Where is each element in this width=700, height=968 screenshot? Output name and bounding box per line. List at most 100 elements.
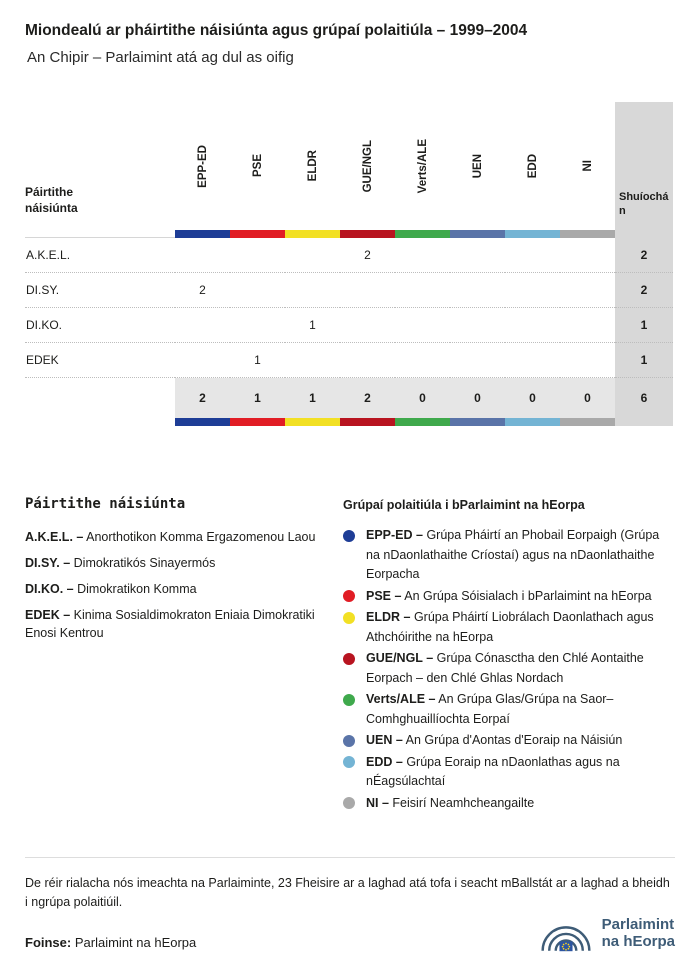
value-cell (285, 343, 340, 378)
value-cell (560, 273, 615, 308)
page-title: Miondealú ar pháirtithe náisiúnta agus g… (25, 22, 528, 39)
legend-group-item: UEN – An Grúpa d'Aontas d'Eoraip na Náis… (343, 731, 673, 751)
value-cell (285, 273, 340, 308)
grand-total-cell: 6 (615, 378, 673, 418)
value-cell (395, 308, 450, 343)
header-bar-spacer (25, 230, 175, 238)
value-cell (450, 308, 505, 343)
legend-group-item: EDD – Grúpa Eoraip na nDaonlathas agus n… (343, 753, 673, 792)
value-cell (230, 238, 285, 273)
political-groups-legend-title: Grúpaí polaitiúla i bParlaimint na hEorp… (343, 498, 585, 512)
legend-group-item: GUE/NGL – Grúpa Cónasctha den Chlé Aonta… (343, 649, 673, 688)
col-header-seats: Shuíochán (615, 102, 673, 230)
group-color-dot (343, 652, 355, 665)
group-color-dot (343, 734, 355, 747)
value-cell (395, 273, 450, 308)
political-groups-legend: Grúpaí polaitiúla i bParlaimint na hEorp… (343, 496, 673, 815)
col-header-verts-ale: Verts/ALE (416, 138, 429, 194)
value-cell: 2 (340, 238, 395, 273)
legend-group-item: EPP-ED – Grúpa Pháirtí an Phobail Eorpai… (343, 526, 673, 585)
group-color-bar (175, 230, 230, 238)
group-color-bar (450, 418, 505, 426)
col-header-uen: UEN (471, 153, 484, 179)
group-color-dot (343, 590, 355, 602)
group-color-bar (230, 418, 285, 426)
party-name: EDEK (25, 343, 175, 378)
footer-bar-spacer (25, 418, 175, 426)
legend-party-item: A.K.E.L. – Anorthotikon Komma Ergazomeno… (25, 530, 316, 544)
totals-row-spacer (25, 378, 175, 418)
value-cell (395, 343, 450, 378)
value-cell (340, 343, 395, 378)
legend-group-item: PSE – An Grúpa Sóisialach i bParlaimint … (343, 587, 673, 607)
total-cell: 1 (230, 378, 285, 418)
value-cell (505, 308, 560, 343)
group-color-bar (395, 230, 450, 238)
value-cell (505, 238, 560, 273)
col-header-eldr: ELDR (306, 150, 319, 182)
group-color-dot (343, 797, 355, 809)
total-cell: 2 (340, 378, 395, 418)
value-cell: 1 (230, 343, 285, 378)
group-color-bar (450, 230, 505, 238)
seats-column-bar-cell (615, 418, 673, 426)
seats-total-cell: 1 (615, 343, 673, 378)
value-cell (230, 273, 285, 308)
source-value: Parlaimint na hEorpa (74, 935, 197, 950)
group-color-dot (343, 756, 355, 768)
footer: Foinse: Parlaimint na hEorpa (25, 912, 675, 954)
value-cell (175, 308, 230, 343)
value-cell (560, 238, 615, 273)
total-cell: 0 (395, 378, 450, 418)
seats-total-cell: 2 (615, 273, 673, 308)
ep-logo: Parlaimint na hEorpa (538, 912, 675, 954)
value-cell (230, 308, 285, 343)
national-parties-legend: Páirtithe náisiúnta A.K.E.L. – Anorthoti… (25, 496, 343, 815)
party-name: A.K.E.L. (25, 238, 175, 273)
group-color-bar (285, 230, 340, 238)
value-cell (395, 238, 450, 273)
legend-group-item: NI – Feisirí Neamhcheangailte (343, 794, 673, 814)
value-cell (450, 343, 505, 378)
footnote-text: De réir rialacha nós imeachta na Parlaim… (25, 876, 670, 909)
row-header-label: Páirtithe náisiúnta (25, 185, 78, 215)
total-cell: 0 (450, 378, 505, 418)
total-cell: 1 (285, 378, 340, 418)
page-subtitle: An Chipir – Parlaimint atá ag dul as oif… (27, 49, 294, 66)
group-color-dot (343, 693, 355, 706)
results-table: Páirtithe náisiúnta EPP-ED PSE ELDR GUE/… (25, 102, 673, 426)
party-name: DI.SY. (25, 273, 175, 308)
divider (25, 857, 675, 858)
value-cell (560, 308, 615, 343)
ep-logo-wordmark: Parlaimint na hEorpa (601, 916, 675, 950)
total-cell: 0 (560, 378, 615, 418)
col-header-gue-ngl: GUE/NGL (361, 139, 374, 193)
group-color-bar (560, 418, 615, 426)
total-cell: 0 (505, 378, 560, 418)
value-cell: 1 (285, 308, 340, 343)
value-cell (505, 343, 560, 378)
group-color-bar (285, 418, 340, 426)
group-color-bar (505, 418, 560, 426)
value-cell (175, 343, 230, 378)
value-cell (505, 273, 560, 308)
value-cell (450, 238, 505, 273)
value-cell (340, 308, 395, 343)
source-line: Foinse: Parlaimint na hEorpa (25, 935, 196, 950)
national-parties-legend-title: Páirtithe náisiúnta (25, 496, 186, 512)
legend-party-item: DI.SY. – Dimokratikós Sinayermós (25, 556, 216, 570)
value-cell (450, 273, 505, 308)
group-color-bar (505, 230, 560, 238)
group-color-bar (395, 418, 450, 426)
group-color-bar (175, 418, 230, 426)
group-color-bar (340, 418, 395, 426)
value-cell: 2 (175, 273, 230, 308)
col-header-edd: EDD (526, 153, 539, 179)
group-color-dot (343, 611, 355, 624)
legend-group-item: ELDR – Grúpa Pháirtí Liobrálach Daonlath… (343, 608, 673, 647)
source-label: Foinse: (25, 935, 72, 950)
group-color-dot (343, 529, 355, 542)
legend-party-item: DI.KO. – Dimokratikon Komma (25, 582, 197, 596)
seats-total-cell: 1 (615, 308, 673, 343)
